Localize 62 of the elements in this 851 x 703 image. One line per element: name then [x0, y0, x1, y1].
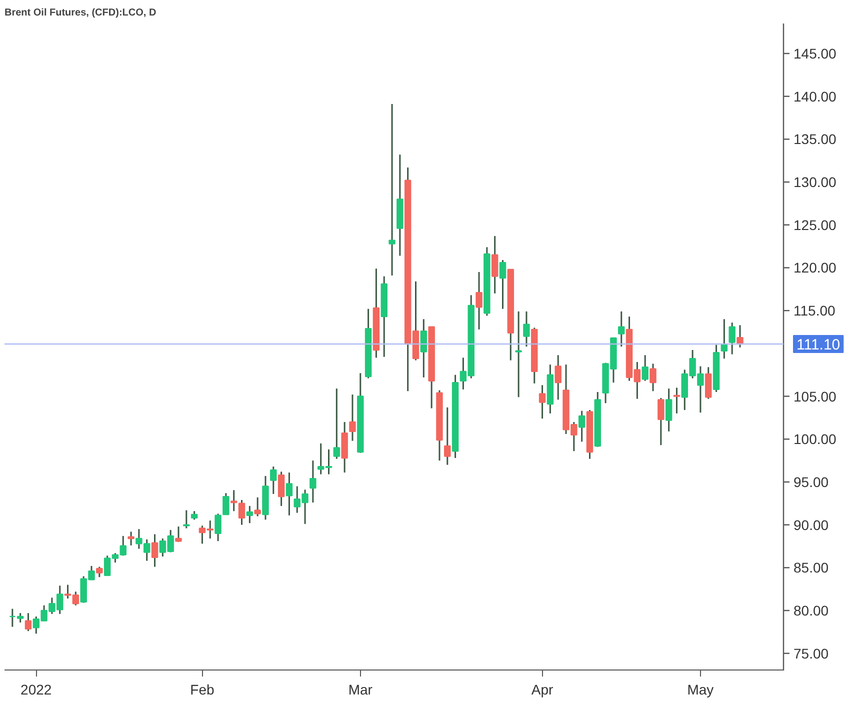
- candlestick: [96, 566, 103, 578]
- x-tick-label: 2022: [20, 682, 52, 698]
- y-tick-label: 135.00: [794, 131, 837, 148]
- candlestick: [420, 318, 428, 378]
- candlestick: [618, 310, 625, 348]
- candlestick: [278, 470, 285, 507]
- candlestick: [183, 510, 190, 529]
- chart-title: Brent Oil Futures, (CFD):LCO, D: [4, 8, 156, 18]
- y-tick-label: 80.00: [794, 602, 829, 619]
- x-tick-label: Mar: [348, 682, 373, 698]
- y-tick-label: 100.00: [794, 431, 837, 448]
- ref-line-label: 111.10: [796, 336, 840, 354]
- y-tick-label: 95.00: [794, 474, 829, 490]
- candlestick: [523, 310, 530, 348]
- y-tick-label: 115.00: [794, 302, 836, 319]
- candlestick: [665, 388, 672, 432]
- candlestick: [175, 526, 182, 543]
- y-tick-label: 105.00: [794, 388, 837, 404]
- y-tick-label: 120.00: [794, 260, 837, 276]
- candlestick: [476, 271, 482, 330]
- x-tick-label: Apr: [531, 682, 554, 698]
- y-tick-label: 125.00: [794, 216, 837, 233]
- candlestick: [515, 310, 522, 398]
- candlestick: [270, 466, 277, 495]
- y-tick-label: 75.00: [794, 645, 829, 662]
- candlestick: [16, 612, 24, 624]
- candlestick: [491, 235, 498, 294]
- candlestick: [673, 386, 680, 414]
- y-tick-label: 140.00: [794, 88, 837, 104]
- candlestick: [24, 612, 32, 632]
- candlestick: [650, 362, 656, 392]
- candlestick: [310, 460, 316, 504]
- candlestick: [128, 530, 134, 546]
- candlestick: [254, 496, 261, 517]
- candlestick: [222, 492, 230, 516]
- y-tick-label: 145.00: [794, 45, 837, 62]
- candlestick: [333, 388, 340, 460]
- candlestick: [388, 103, 396, 276]
- y-tick-label: 130.00: [794, 174, 837, 190]
- candlestick: [554, 354, 562, 400]
- candlestick: [246, 505, 254, 524]
- y-tick-label: 90.00: [794, 516, 829, 533]
- candlestick: [705, 366, 712, 400]
- candlestick: [499, 259, 506, 310]
- candlestick: [349, 394, 356, 442]
- candlestick: [286, 472, 293, 516]
- candlestick: [720, 318, 728, 360]
- candlestick: [151, 533, 158, 568]
- x-tick-label: May: [687, 682, 714, 698]
- y-tick-label: 85.00: [794, 560, 829, 576]
- candlestick: [642, 354, 648, 382]
- candlestick: [230, 489, 238, 512]
- candlestick: [736, 324, 744, 348]
- candlestick: [238, 499, 246, 526]
- candlestick: [9, 608, 16, 628]
- x-tick-label: Feb: [190, 682, 214, 698]
- candlestick: [578, 410, 586, 442]
- candlestick: [658, 397, 664, 446]
- candlestick: [538, 384, 546, 420]
- candlestick: [444, 406, 451, 466]
- candlestick: [728, 322, 736, 356]
- candlestick: [214, 512, 222, 542]
